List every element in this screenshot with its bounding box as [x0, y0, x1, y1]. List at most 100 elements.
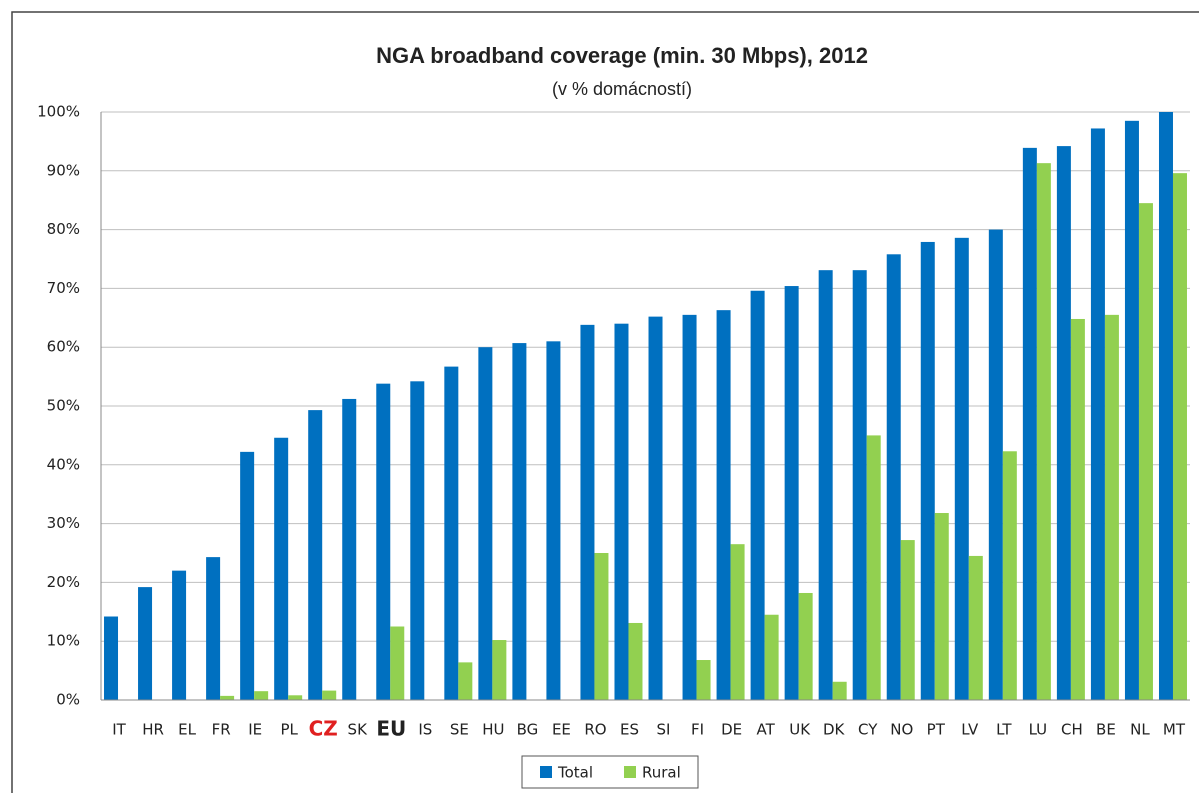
chart-title: NGA broadband coverage (min. 30 Mbps), 2…: [376, 43, 868, 68]
bar: [492, 640, 507, 700]
bar: [274, 437, 289, 700]
y-tick-label: 30%: [47, 514, 80, 532]
bar: [1138, 203, 1153, 700]
bar: [1104, 314, 1119, 700]
bar: [342, 398, 357, 700]
y-tick-label: 80%: [47, 220, 80, 238]
x-tick-label: CH: [1061, 721, 1083, 739]
x-tick-label: NL: [1130, 721, 1150, 739]
y-tick-label: 20%: [47, 573, 80, 591]
bar: [288, 695, 303, 700]
bar: [580, 324, 595, 700]
bar: [1070, 318, 1085, 700]
x-tick-label: CY: [858, 721, 878, 739]
bar: [172, 570, 187, 700]
bar: [934, 513, 949, 700]
x-tick-label: RO: [584, 721, 606, 739]
x-tick-label: LV: [961, 721, 979, 739]
x-tick-label: BG: [517, 721, 539, 739]
y-tick-label: 60%: [47, 338, 80, 356]
bar: [818, 270, 833, 700]
chart-subtitle: (v % domácností): [552, 79, 692, 99]
x-tick-label: FI: [691, 721, 704, 739]
x-tick-label: BE: [1096, 721, 1116, 739]
x-tick-label: LU: [1029, 721, 1048, 739]
x-tick-label: NO: [890, 721, 913, 739]
legend-swatch: [624, 766, 636, 778]
bar: [322, 690, 337, 700]
x-tick-label: EU: [376, 717, 406, 741]
bar: [220, 695, 235, 700]
x-tick-label: DE: [721, 721, 742, 739]
x-tick-label: HU: [482, 721, 504, 739]
bar: [1172, 173, 1187, 701]
bar: [988, 229, 1003, 700]
bar: [390, 626, 405, 700]
y-tick-label: 40%: [47, 455, 80, 473]
y-tick-label: 50%: [47, 397, 80, 415]
x-tick-label: MT: [1163, 721, 1186, 739]
x-tick-label: SE: [450, 721, 469, 739]
bar: [138, 587, 153, 700]
bar: [750, 290, 765, 700]
x-tick-label: DK: [823, 721, 846, 739]
bar: [512, 343, 527, 700]
bar: [1036, 163, 1051, 700]
x-tick-label: HR: [142, 721, 164, 739]
bar: [104, 616, 119, 700]
legend-label: Total: [557, 764, 593, 782]
chart-frame: [11, 11, 1199, 793]
bar: [1090, 128, 1105, 701]
bar: [1002, 451, 1017, 700]
bar: [240, 451, 255, 700]
bar: [478, 347, 493, 700]
bar: [1022, 147, 1037, 701]
x-tick-label: EE: [552, 721, 571, 739]
bar: [628, 622, 643, 700]
bar: [682, 314, 697, 700]
x-tick-label: IE: [248, 721, 262, 739]
y-tick-label: 90%: [47, 161, 80, 179]
bar: [614, 323, 629, 700]
y-tick-label: 70%: [47, 279, 80, 297]
x-tick-label: IS: [418, 721, 432, 739]
bar: [696, 660, 711, 700]
x-tick-label: LT: [996, 721, 1012, 739]
x-tick-label: FR: [212, 721, 231, 739]
bar: [832, 681, 847, 700]
bar: [206, 557, 221, 700]
x-tick-label: CZ: [309, 717, 338, 741]
bar: [716, 310, 731, 700]
bar: [920, 241, 935, 700]
bar: [376, 383, 391, 700]
x-tick-label: EL: [178, 721, 196, 739]
legend-label: Rural: [642, 764, 681, 782]
bar: [764, 614, 779, 700]
bar: [784, 286, 799, 700]
legend-swatch: [540, 766, 552, 778]
bar: [410, 381, 425, 700]
bar: [730, 544, 745, 700]
bar: [444, 366, 459, 700]
x-tick-label: PT: [927, 721, 946, 739]
x-tick-label: PL: [280, 721, 298, 739]
x-tick-label: UK: [789, 721, 811, 739]
x-tick-label: SK: [348, 721, 369, 739]
bar: [968, 555, 983, 700]
bar: [546, 341, 561, 700]
bar: [648, 316, 663, 700]
bar: [798, 592, 813, 700]
bar: [1056, 146, 1071, 700]
y-tick-label: 10%: [47, 632, 80, 650]
x-tick-label: SI: [657, 721, 671, 739]
bar: [900, 540, 915, 700]
x-tick-label: AT: [756, 721, 775, 739]
bar: [1158, 112, 1173, 700]
bar: [1124, 120, 1139, 700]
x-tick-label: IT: [112, 721, 126, 739]
bar: [458, 662, 473, 700]
bar: [886, 254, 901, 700]
bar: [954, 237, 969, 700]
bar: [594, 553, 609, 700]
